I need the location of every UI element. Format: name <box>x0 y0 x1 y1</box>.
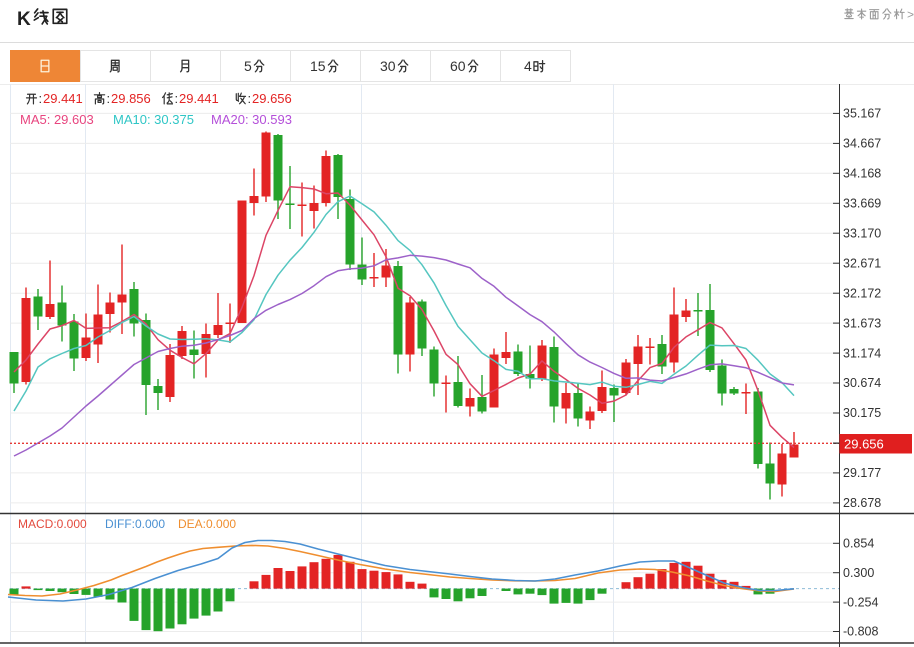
svg-text:4: 4 <box>524 58 532 74</box>
svg-text:15: 15 <box>310 58 326 74</box>
svg-text:31.673: 31.673 <box>843 316 881 330</box>
svg-text:MACD:0.000: MACD:0.000 <box>18 517 87 531</box>
svg-text:-0.254: -0.254 <box>843 595 878 609</box>
svg-text:34.667: 34.667 <box>843 137 881 151</box>
svg-text:60: 60 <box>450 58 466 74</box>
svg-text:MA10: 30.375: MA10: 30.375 <box>113 112 194 127</box>
svg-text:33.669: 33.669 <box>843 197 881 211</box>
svg-text:29.656: 29.656 <box>844 437 884 452</box>
svg-text:30.175: 30.175 <box>843 406 881 420</box>
svg-text:28.678: 28.678 <box>843 496 881 510</box>
svg-text:32.172: 32.172 <box>843 286 881 300</box>
svg-text:35.167: 35.167 <box>843 107 881 121</box>
svg-text:DEA:0.000: DEA:0.000 <box>178 517 236 531</box>
svg-text:K: K <box>17 9 31 30</box>
svg-text::: : <box>107 91 111 106</box>
svg-text:32.671: 32.671 <box>843 256 881 270</box>
svg-text:29.177: 29.177 <box>843 466 881 480</box>
svg-text:30.674: 30.674 <box>843 376 881 390</box>
svg-text:34.168: 34.168 <box>843 167 881 181</box>
svg-text:-0.808: -0.808 <box>843 625 878 639</box>
svg-text:5: 5 <box>244 58 252 74</box>
svg-text:30: 30 <box>380 58 396 74</box>
svg-text:31.174: 31.174 <box>843 346 881 360</box>
svg-text:29.656: 29.656 <box>252 91 292 106</box>
svg-text:DIFF:0.000: DIFF:0.000 <box>105 517 165 531</box>
svg-text::: : <box>39 91 43 106</box>
svg-text::: : <box>175 91 179 106</box>
svg-text:MA5: 29.603: MA5: 29.603 <box>20 112 94 127</box>
svg-text:MA20: 30.593: MA20: 30.593 <box>211 112 292 127</box>
svg-text:0.300: 0.300 <box>843 566 874 580</box>
svg-text:0.854: 0.854 <box>843 537 874 551</box>
svg-text::: : <box>248 91 252 106</box>
svg-text:29.441: 29.441 <box>43 91 83 106</box>
svg-text:29.441: 29.441 <box>179 91 219 106</box>
svg-text:29.856: 29.856 <box>111 91 151 106</box>
svg-text:>: > <box>907 8 914 22</box>
svg-text:33.170: 33.170 <box>843 226 881 240</box>
